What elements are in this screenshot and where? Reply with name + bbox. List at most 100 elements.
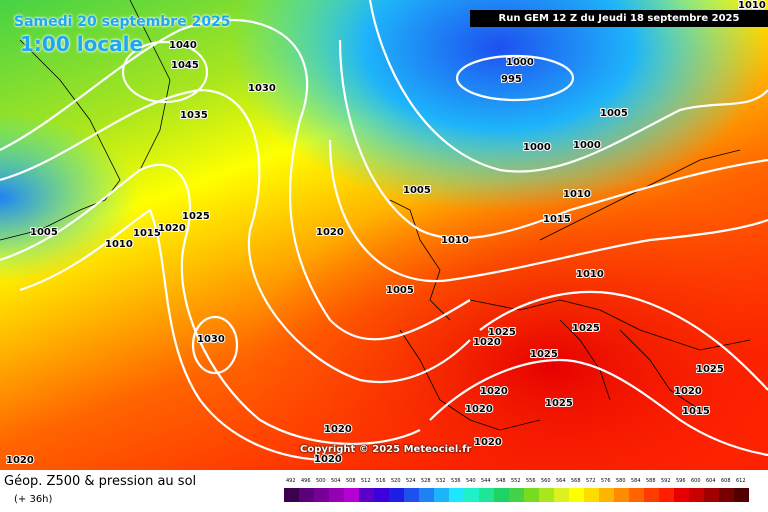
color-scale-swatch [509,488,524,502]
color-scale-swatch [479,488,494,502]
color-scale-label: 608 [721,478,731,484]
color-scale-swatch [329,488,344,502]
pressure-label: 1010 [563,189,591,200]
color-scale-swatch [719,488,734,502]
color-scale-swatch [404,488,419,502]
color-scale-label: 568 [571,478,581,484]
pressure-label: 1025 [572,323,600,334]
color-scale-swatch [494,488,509,502]
pressure-label: 1015 [133,228,161,239]
pressure-label: 1020 [316,227,344,238]
color-scale-label: 600 [691,478,701,484]
color-scale-label: 572 [586,478,596,484]
color-scale-swatch [374,488,389,502]
pressure-label: 1020 [314,454,342,465]
run-info: Run GEM 12 Z du Jeudi 18 septembre 2025 [470,10,768,27]
pressure-label: 1005 [403,185,431,196]
color-scale-label: 580 [616,478,626,484]
pressure-label: 1020 [473,337,501,348]
color-scale-label: 504 [331,478,341,484]
color-scale-label: 576 [601,478,611,484]
color-scale-swatch [704,488,719,502]
pressure-label: 1020 [465,404,493,415]
pressure-label: 1025 [488,327,516,338]
pressure-label: 1020 [474,437,502,448]
pressure-label: 1020 [158,223,186,234]
color-scale-label: 496 [301,478,311,484]
color-scale-label: 564 [556,478,566,484]
pressure-label: 1025 [696,364,724,375]
color-scale-labels: 492 496 500 504 508 512 516 520 524 528 532 536 540 5… [284,478,754,488]
pressure-label: 1000 [506,57,534,68]
color-scale-label: 524 [406,478,416,484]
pressure-label: 1010 [738,0,766,11]
pressure-label: 1015 [682,406,710,417]
color-scale-swatch [449,488,464,502]
pressure-labels: 1040 1045 1030 1035 1000 995 1005 1010 1… [5,0,767,467]
pressure-label: 1005 [30,227,58,238]
color-scale-label: 532 [436,478,446,484]
pressure-label: 1045 [171,60,199,71]
color-scale-swatch [569,488,584,502]
color-scale-swatch [629,488,644,502]
pressure-label: 1010 [105,239,133,250]
color-scale-label: 500 [316,478,326,484]
color-scale-swatch [284,488,299,502]
color-scale [284,488,749,502]
pressure-label: 1010 [441,235,469,246]
color-scale-label: 508 [346,478,356,484]
color-scale-swatch [599,488,614,502]
pressure-label: 995 [501,74,522,85]
color-scale-label: 552 [511,478,521,484]
color-scale-swatch [314,488,329,502]
color-scale-label: 596 [676,478,686,484]
color-scale-swatch [389,488,404,502]
color-scale-swatch [419,488,434,502]
color-scale-label: 536 [451,478,461,484]
footer-title: Géop. Z500 & pression au sol [4,474,197,489]
color-scale-swatch [464,488,479,502]
pressure-label: 1020 [674,386,702,397]
color-scale-label: 560 [541,478,551,484]
color-scale-label: 512 [361,478,371,484]
color-scale-label: 584 [631,478,641,484]
color-scale-label: 556 [526,478,536,484]
color-scale-swatch [554,488,569,502]
isobars [0,0,768,460]
color-scale-swatch [344,488,359,502]
color-scale-swatch [689,488,704,502]
color-scale-swatch [644,488,659,502]
pressure-label: 1020 [480,386,508,397]
footer-subtitle: (+ 36h) [14,494,53,505]
copyright: Copyright © 2025 Meteociel.fr [300,444,472,455]
pressure-label: 1035 [180,110,208,121]
color-scale-label: 604 [706,478,716,484]
color-scale-swatch [299,488,314,502]
color-scale-label: 588 [646,478,656,484]
pressure-label: 1030 [248,83,276,94]
color-scale-swatch [359,488,374,502]
color-scale-swatch [734,488,749,502]
color-scale-swatch [659,488,674,502]
weather-map: 1040 1045 1030 1035 1000 995 1005 1010 1… [0,0,768,470]
pressure-label: 1000 [573,140,601,151]
color-scale-label: 548 [496,478,506,484]
pressure-label: 1030 [197,334,225,345]
pressure-label: 1025 [182,211,210,222]
pressure-label: 1025 [545,398,573,409]
pressure-label: 1005 [600,108,628,119]
color-scale-swatch [584,488,599,502]
pressure-label: 1040 [169,40,197,51]
pressure-label: 1025 [530,349,558,360]
color-scale-label: 540 [466,478,476,484]
pressure-label: 1020 [6,455,34,466]
map-time-title: 1:00 locale [20,32,144,56]
color-scale-label: 528 [421,478,431,484]
pressure-label: 1005 [386,285,414,296]
map-date-title: Samedi 20 septembre 2025 [14,14,231,30]
color-scale-swatch [539,488,554,502]
color-scale-swatch [434,488,449,502]
pressure-label: 1000 [523,142,551,153]
color-scale-label: 612 [736,478,746,484]
color-scale-label: 592 [661,478,671,484]
